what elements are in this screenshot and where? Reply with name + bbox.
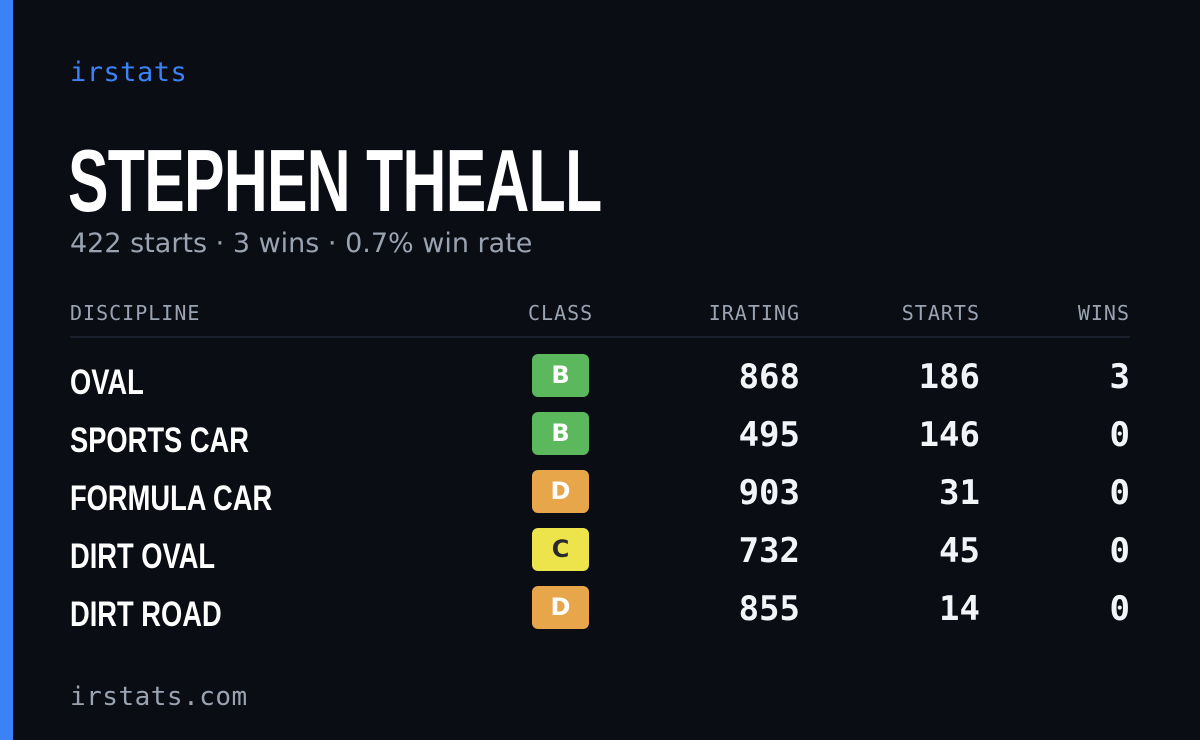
wins-value: 0 — [1109, 473, 1130, 513]
wins-value: 0 — [1109, 589, 1130, 629]
starts-value: 45 — [939, 531, 980, 571]
driver-summary: 422 starts · 3 wins · 0.7% win rate — [70, 228, 533, 259]
table-row: OVAL B 868 186 3 — [70, 354, 1130, 412]
class-badge: B — [532, 354, 589, 397]
starts-value: 14 — [939, 589, 980, 629]
table-header: DISCIPLINE CLASS IRATING STARTS WINS — [70, 298, 1130, 338]
irating-value: 903 — [738, 473, 800, 513]
class-badge: C — [532, 528, 589, 571]
discipline-name: DIRT OVAL — [70, 537, 216, 576]
irating-value: 868 — [738, 357, 800, 397]
brand-logo: irstats — [70, 57, 188, 88]
footer-url: irstats.com — [70, 682, 248, 712]
table-row: FORMULA CAR D 903 31 0 — [70, 470, 1130, 528]
class-badge: D — [532, 470, 589, 513]
class-badge: B — [532, 412, 589, 455]
header-discipline: DISCIPLINE — [70, 301, 201, 325]
wins-value: 0 — [1109, 415, 1130, 455]
discipline-name: SPORTS CAR — [70, 421, 249, 460]
class-badge: D — [532, 586, 589, 629]
starts-value: 186 — [918, 357, 980, 397]
header-class: CLASS — [528, 301, 594, 325]
irating-value: 855 — [738, 589, 800, 629]
discipline-name: OVAL — [70, 363, 144, 402]
wins-value: 0 — [1109, 531, 1130, 571]
irating-value: 495 — [738, 415, 800, 455]
irating-value: 732 — [738, 531, 800, 571]
starts-value: 31 — [939, 473, 980, 513]
table-row: SPORTS CAR B 495 146 0 — [70, 412, 1130, 470]
header-wins: WINS — [1077, 301, 1130, 325]
discipline-name: DIRT ROAD — [70, 595, 222, 634]
wins-value: 3 — [1109, 357, 1130, 397]
table-row: DIRT OVAL C 732 45 0 — [70, 528, 1130, 586]
header-irating: IRATING — [708, 301, 800, 325]
discipline-name: FORMULA CAR — [70, 479, 273, 518]
starts-value: 146 — [918, 415, 980, 455]
driver-name: STEPHEN THEALL — [68, 131, 602, 230]
table-row: DIRT ROAD D 855 14 0 — [70, 586, 1130, 644]
accent-bar — [0, 0, 13, 740]
header-starts: STARTS — [901, 301, 980, 325]
